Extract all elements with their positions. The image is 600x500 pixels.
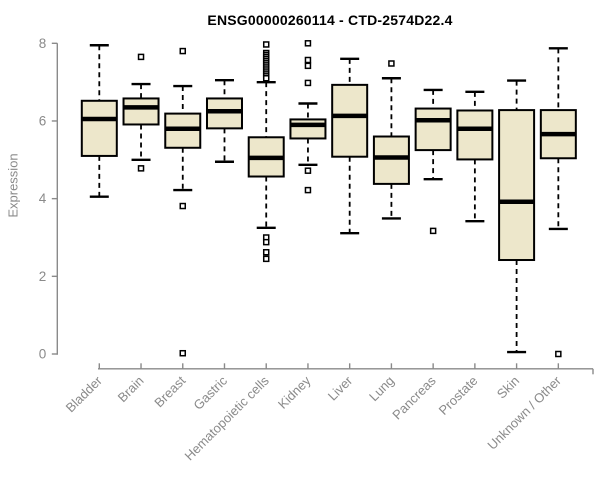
box-group (498, 79, 536, 354)
outlier-point (555, 350, 562, 358)
iqr-box (456, 109, 494, 161)
outlier-point (137, 53, 145, 61)
y-tick-label: 4 (39, 191, 47, 206)
box-group (289, 40, 327, 194)
x-tick-label: Breast (151, 373, 188, 410)
box-group (122, 53, 160, 172)
chart-title: ENSG00000260114 - CTD-2574D22.4 (207, 12, 453, 28)
outlier-point (304, 40, 312, 47)
outlier-point (304, 56, 312, 64)
box-group (372, 60, 410, 220)
outlier-point (304, 62, 312, 70)
box-group (80, 44, 118, 198)
x-tick-label: Unknown / Other (484, 373, 564, 453)
y-tick-label: 2 (39, 269, 47, 284)
outlier-point (304, 79, 312, 87)
outlier-point (179, 47, 187, 55)
iqr-box (80, 99, 118, 157)
outlier-point (262, 248, 270, 256)
x-tick-label: Skin (494, 373, 522, 401)
outlier-point (388, 60, 395, 67)
x-tick-label: Liver (325, 373, 356, 404)
outlier-point (179, 202, 187, 210)
y-tick-label: 0 (39, 347, 47, 362)
x-tick-label: Brain (115, 373, 147, 405)
y-tick-label: 8 (39, 36, 47, 51)
box-group (247, 41, 285, 263)
x-tick-label: Gastric (190, 373, 230, 413)
outlier-point (262, 75, 270, 82)
box-group (414, 88, 452, 235)
iqr-box (414, 107, 452, 152)
x-tick-label: Kidney (275, 373, 314, 412)
x-tick-label: Prostate (436, 373, 481, 418)
iqr-box (372, 135, 410, 185)
outlier-point (262, 41, 270, 48)
iqr-box (289, 118, 327, 140)
outlier-point (304, 186, 312, 194)
outlier-point (262, 238, 270, 246)
outlier-point (429, 227, 437, 235)
box-group (539, 47, 577, 358)
x-tick-label: Bladder (63, 373, 106, 416)
iqr-box (122, 97, 160, 126)
x-tick-label: Lung (366, 373, 397, 404)
outlier-point (262, 255, 270, 263)
iqr-box (498, 109, 536, 262)
outlier-point (304, 167, 312, 174)
y-tick-label: 6 (39, 113, 47, 128)
iqr-box (331, 83, 369, 158)
outlier-point (179, 349, 187, 357)
outlier-point (137, 165, 145, 172)
box-group (205, 78, 243, 163)
box-group (164, 47, 202, 357)
x-tick-label: Pancreas (389, 373, 439, 423)
box-group (456, 90, 494, 223)
box-group (331, 57, 369, 235)
